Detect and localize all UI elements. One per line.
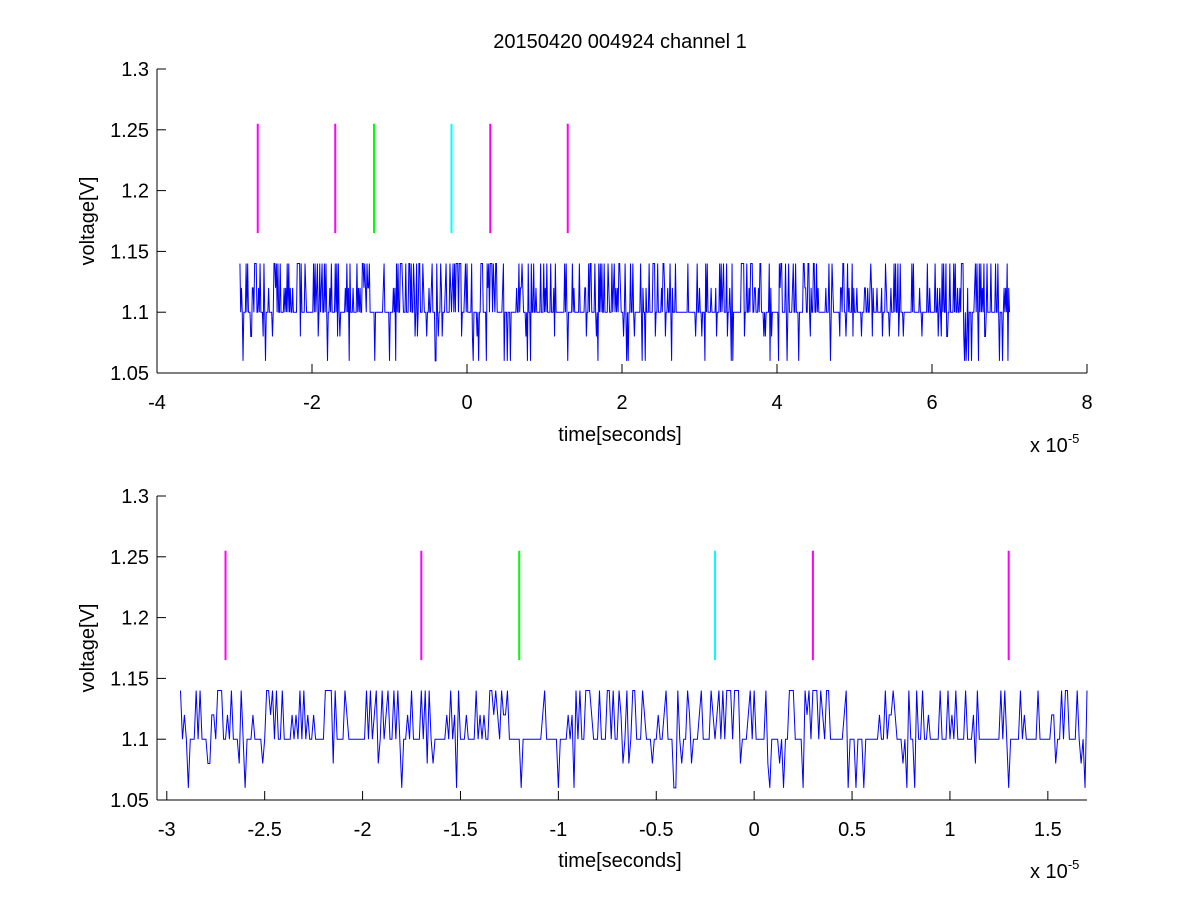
y-tick-label: 1.3 [121,59,149,81]
y-tick-label: 1.3 [121,486,149,508]
x-tick-label: 1.5 [1034,819,1062,841]
y-tick-label: 1.1 [121,729,149,751]
y-tick-label: 1.25 [110,547,149,569]
x-tick-label: -1.5 [443,819,477,841]
y-tick-label: 1.25 [110,120,149,142]
x-tick-label: -3 [158,819,176,841]
top-x-multiplier: x 10-5 [1030,431,1079,457]
y-tick-label: 1.2 [121,181,149,203]
x-tick-label: 4 [771,392,782,414]
y-tick-label: 1.15 [110,668,149,690]
x-tick-label: 8 [1081,392,1092,414]
y-tick-label: 1.2 [121,608,149,630]
bottom-y-axis-label: voltage[V] [77,604,99,693]
top-axes: time[seconds] voltage[V] x 10-5 1.05 1.1 1… [77,59,1093,457]
x-tick-label: 1 [944,819,955,841]
x-tick-label: -2 [303,392,321,414]
x-tick-label: 6 [926,392,937,414]
top-y-axis-label: voltage[V] [77,177,99,266]
chart-title: 20150420 004924 channel 1 [493,31,747,53]
bottom-x-axis-label: time[seconds] [558,850,681,872]
x-tick-label: -0.5 [639,819,673,841]
y-tick-label: 1.1 [121,302,149,324]
x-tick-label: 0 [749,819,760,841]
y-tick-label: 1.15 [110,241,149,263]
x-tick-label: 0 [461,392,472,414]
voltage-trace-line [179,690,1088,789]
voltage-trace-line [239,263,1010,362]
y-tick-label: 1.05 [110,790,149,812]
x-tick-label: 2 [616,392,627,414]
x-tick-label: -4 [148,392,166,414]
x-tick-label: 0.5 [838,819,866,841]
top-x-axis-label: time[seconds] [558,424,681,446]
x-tick-label: -2 [354,819,372,841]
x-tick-label: -1 [549,819,567,841]
x-tick-label: -2.5 [247,819,281,841]
bottom-axes: time[seconds] voltage[V] x 10-5 1.05 1.1 1… [77,486,1088,883]
bottom-x-multiplier: x 10-5 [1030,857,1079,883]
y-tick-label: 1.05 [110,363,149,385]
